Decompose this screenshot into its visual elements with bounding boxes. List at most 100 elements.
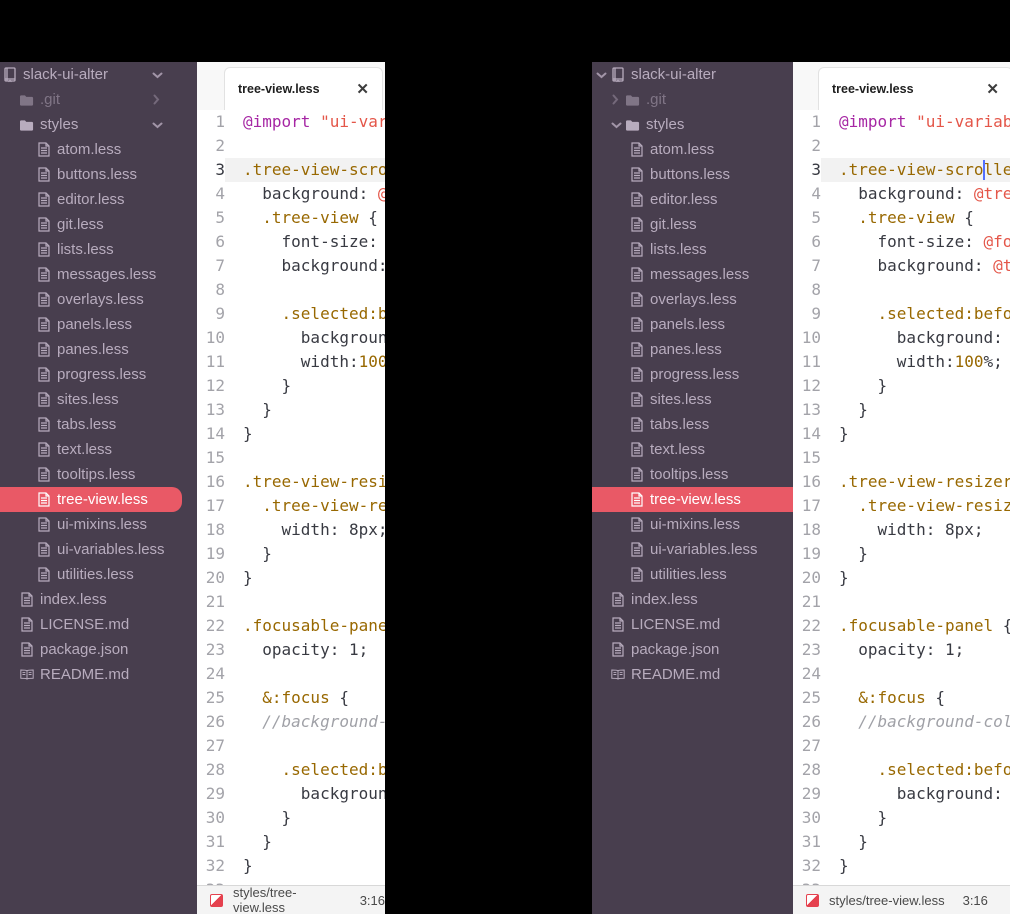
- tree-item-utilities-less[interactable]: utilities.less: [592, 562, 793, 587]
- code-line-26[interactable]: 26 //background-color: lighten(@tree-vie…: [197, 710, 385, 734]
- code-line-13[interactable]: 13 }: [793, 398, 1010, 422]
- code-line-14[interactable]: 14}: [197, 422, 385, 446]
- tree-item-lists-less[interactable]: lists.less: [0, 237, 197, 262]
- code-line-15[interactable]: 15: [793, 446, 1010, 470]
- code-line-20[interactable]: 20}: [793, 566, 1010, 590]
- code-line-10[interactable]: 10 background: @background-color-selecte…: [793, 326, 1010, 350]
- tree-item-utilities-less[interactable]: utilities.less: [0, 562, 197, 587]
- code-line-25[interactable]: 25 &:focus {: [793, 686, 1010, 710]
- code-line-29[interactable]: 29 background: @button-background-color-…: [793, 782, 1010, 806]
- tree-item-ui-mixins-less[interactable]: ui-mixins.less: [592, 512, 793, 537]
- tree-item-progress-less[interactable]: progress.less: [0, 362, 197, 387]
- code-line-1[interactable]: 1 @import "ui-variables";: [197, 110, 385, 134]
- tree-item-ui-mixins-less[interactable]: ui-mixins.less: [0, 512, 197, 537]
- code-line-24[interactable]: 24: [197, 662, 385, 686]
- tree-item-messages-less[interactable]: messages.less: [0, 262, 197, 287]
- tree-item-git-less[interactable]: git.less: [0, 212, 197, 237]
- tree-item-styles[interactable]: styles: [592, 112, 793, 137]
- tree-item-styles[interactable]: styles: [0, 112, 197, 137]
- tree-item-package-json[interactable]: package.json: [0, 637, 197, 662]
- chevron-down-icon[interactable]: [596, 71, 611, 79]
- tree-item-readme-md[interactable]: README.md: [0, 662, 197, 687]
- tree-item-lists-less[interactable]: lists.less: [592, 237, 793, 262]
- tree-item-tabs-less[interactable]: tabs.less: [0, 412, 197, 437]
- code-line-9[interactable]: 9 .selected:before {: [197, 302, 385, 326]
- tree-item-messages-less[interactable]: messages.less: [592, 262, 793, 287]
- tree-item-sites-less[interactable]: sites.less: [0, 387, 197, 412]
- tree-item-tree-view-less[interactable]: tree-view.less: [0, 487, 182, 512]
- tree-item-sites-less[interactable]: sites.less: [592, 387, 793, 412]
- code-line-2[interactable]: 2: [793, 134, 1010, 158]
- tree-item-tooltips-less[interactable]: tooltips.less: [592, 462, 793, 487]
- code-line-17[interactable]: 17 .tree-view-resize-handle {: [197, 494, 385, 518]
- code-line-11[interactable]: 11 width:100%;: [793, 350, 1010, 374]
- code-line-3[interactable]: 3.tree-view-scroller {: [793, 158, 1010, 182]
- code-editor[interactable]: 1@import "ui-variables";23.tree-view-scr…: [197, 110, 385, 885]
- code-line-7[interactable]: 7 background: @tree-view-background-colo…: [197, 254, 385, 278]
- code-line-18[interactable]: 18 width: 8px;: [793, 518, 1010, 542]
- code-line-24[interactable]: 24: [793, 662, 1010, 686]
- code-line-23[interactable]: 23 opacity: 1;: [197, 638, 385, 662]
- tab-tree-view-less[interactable]: tree-view.less ✕: [818, 67, 1010, 110]
- code-line-15[interactable]: 15: [197, 446, 385, 470]
- tree-item--git[interactable]: .git: [592, 87, 793, 112]
- tab-tree-view-less[interactable]: tree-view.less ✕: [224, 67, 383, 110]
- chevron-right-icon[interactable]: [611, 94, 626, 105]
- code-line-16[interactable]: 16 .tree-view-resizer {: [793, 470, 1010, 494]
- tree-item-text-less[interactable]: text.less: [0, 437, 197, 462]
- tree-item-text-less[interactable]: text.less: [592, 437, 793, 462]
- tree-item-ui-variables-less[interactable]: ui-variables.less: [0, 537, 197, 562]
- tree-item-license-md[interactable]: LICENSE.md: [592, 612, 793, 637]
- code-line-8[interactable]: 8: [197, 278, 385, 302]
- code-line-5[interactable]: 5 .tree-view {: [793, 206, 1010, 230]
- close-icon[interactable]: ✕: [356, 80, 369, 98]
- tree-item-editor-less[interactable]: editor.less: [0, 187, 197, 212]
- tree-item-overlays-less[interactable]: overlays.less: [592, 287, 793, 312]
- tree-item-readme-md[interactable]: README.md: [592, 662, 793, 687]
- close-icon[interactable]: ✕: [986, 80, 999, 98]
- tree-view-sidebar[interactable]: slack-ui-alter .git styles atom.less buttons…: [0, 62, 197, 914]
- code-line-4[interactable]: 4 background: @tree-view-background-colo…: [793, 182, 1010, 206]
- code-line-10[interactable]: 10 background: @background-color-selecte…: [197, 326, 385, 350]
- code-line-2[interactable]: 2: [197, 134, 385, 158]
- tree-item-buttons-less[interactable]: buttons.less: [0, 162, 197, 187]
- code-line-8[interactable]: 8: [793, 278, 1010, 302]
- code-line-22[interactable]: 22 .focusable-panel {: [793, 614, 1010, 638]
- tree-item-progress-less[interactable]: progress.less: [592, 362, 793, 387]
- code-line-16[interactable]: 16 .tree-view-resizer {: [197, 470, 385, 494]
- tree-item-atom-less[interactable]: atom.less: [0, 137, 197, 162]
- code-line-5[interactable]: 5 .tree-view {: [197, 206, 385, 230]
- code-line-12[interactable]: 12 }: [793, 374, 1010, 398]
- code-line-6[interactable]: 6 font-size: @font-size;: [197, 230, 385, 254]
- chevron-down-icon[interactable]: [152, 62, 167, 87]
- tree-item-tabs-less[interactable]: tabs.less: [592, 412, 793, 437]
- tree-item-git-less[interactable]: git.less: [592, 212, 793, 237]
- code-line-19[interactable]: 19 }: [197, 542, 385, 566]
- code-line-22[interactable]: 22 .focusable-panel {: [197, 614, 385, 638]
- code-line-29[interactable]: 29 background: @button-background-color-…: [197, 782, 385, 806]
- code-line-26[interactable]: 26 //background-color: lighten(@tree-vie…: [793, 710, 1010, 734]
- code-editor[interactable]: 1@import "ui-variables";23.tree-view-scr…: [793, 110, 1010, 885]
- tree-item-panels-less[interactable]: panels.less: [592, 312, 793, 337]
- chevron-right-icon[interactable]: [152, 87, 167, 112]
- tree-item-license-md[interactable]: LICENSE.md: [0, 612, 197, 637]
- tree-item-index-less[interactable]: index.less: [0, 587, 197, 612]
- chevron-down-icon[interactable]: [611, 121, 626, 129]
- code-line-20[interactable]: 20}: [197, 566, 385, 590]
- code-line-31[interactable]: 31 }: [197, 830, 385, 854]
- code-line-7[interactable]: 7 background: @tree-view-background-colo…: [793, 254, 1010, 278]
- code-line-14[interactable]: 14}: [793, 422, 1010, 446]
- code-line-4[interactable]: 4 background: @tree-view-background-colo…: [197, 182, 385, 206]
- code-line-17[interactable]: 17 .tree-view-resize-handle {: [793, 494, 1010, 518]
- code-line-6[interactable]: 6 font-size: @font-size;: [793, 230, 1010, 254]
- tree-item-overlays-less[interactable]: overlays.less: [0, 287, 197, 312]
- code-line-27[interactable]: 27: [197, 734, 385, 758]
- code-line-12[interactable]: 12 }: [197, 374, 385, 398]
- tree-item-panes-less[interactable]: panes.less: [0, 337, 197, 362]
- code-line-11[interactable]: 11 width:100%;: [197, 350, 385, 374]
- code-line-28[interactable]: 28 .selected:before {: [197, 758, 385, 782]
- tree-item-slack-ui-alter[interactable]: slack-ui-alter: [0, 62, 197, 87]
- code-line-32[interactable]: 32}: [197, 854, 385, 878]
- code-line-25[interactable]: 25 &:focus {: [197, 686, 385, 710]
- code-line-31[interactable]: 31 }: [793, 830, 1010, 854]
